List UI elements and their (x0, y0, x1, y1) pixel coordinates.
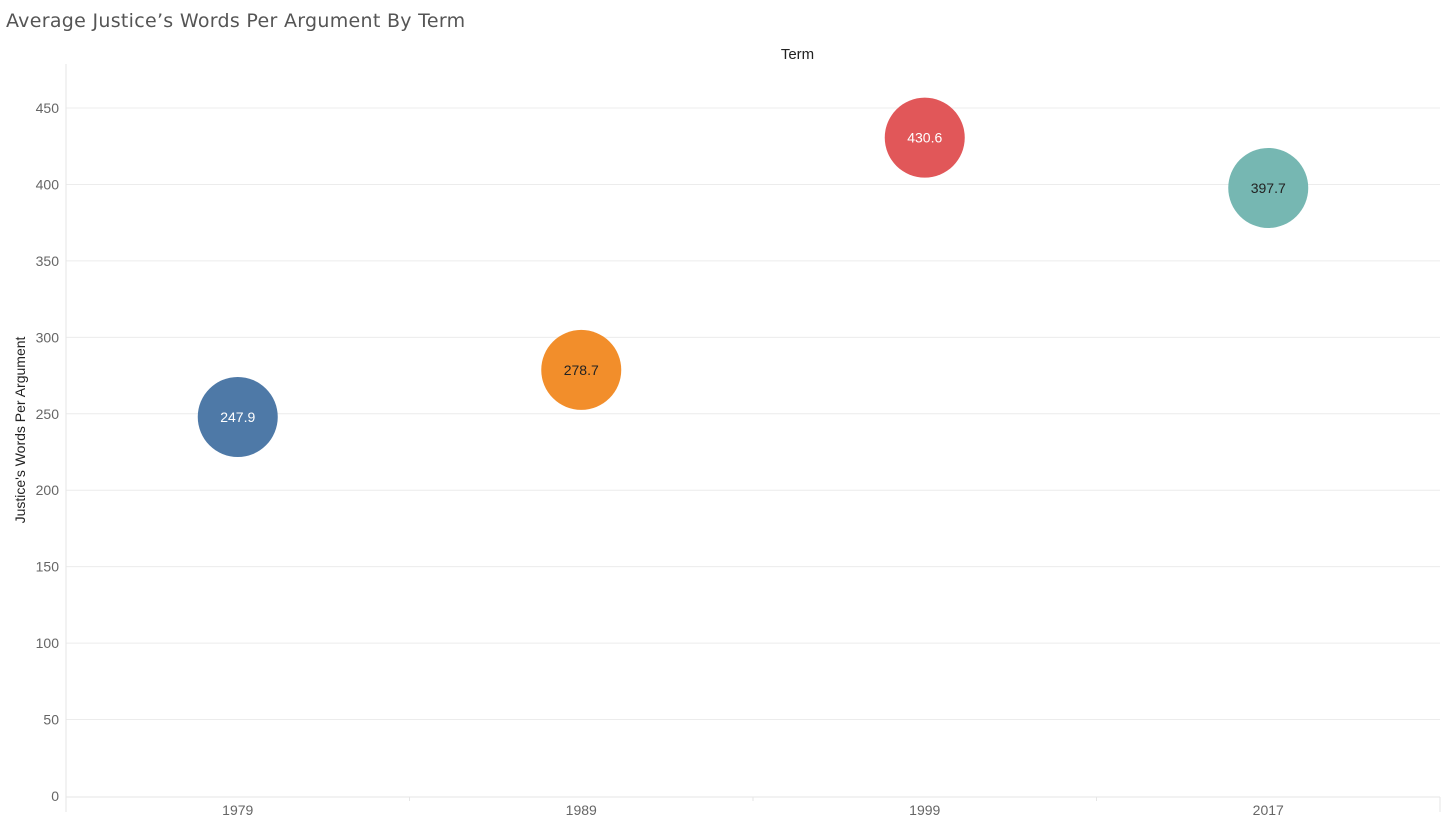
bubble-1999[interactable] (884, 97, 965, 178)
axes (65, 64, 1441, 812)
y-tick-label: 50 (43, 712, 59, 728)
bubble-2017[interactable] (1228, 147, 1309, 228)
bubble-data-label: 278.7 (564, 362, 599, 378)
y-tick-label: 100 (36, 635, 60, 651)
x-tick-label: 1999 (909, 802, 940, 818)
y-tick-label: 150 (36, 559, 60, 575)
chart-title: Average Justice’s Words Per Argument By … (6, 10, 466, 32)
y-tick-labels: 0 50 100 150 200 250 300 350 400 450 (36, 100, 60, 804)
y-tick-label: 450 (36, 100, 60, 116)
x-tick-label: 1979 (222, 802, 253, 818)
y-tick-label: 250 (36, 406, 60, 422)
bubble-1989[interactable] (541, 329, 622, 410)
y-tick-label: 300 (36, 329, 60, 345)
bubble-1979[interactable] (197, 376, 278, 457)
bubble-data-label: 247.9 (220, 409, 255, 425)
x-axis-header: Term (780, 46, 815, 63)
y-tick-label: 400 (36, 176, 60, 192)
bubbles: 247.9 278.7 430.6 397.7 (197, 97, 1309, 457)
bubble-data-label: 397.7 (1251, 180, 1286, 196)
x-tick-label: 1989 (566, 802, 597, 818)
x-tick-label: 2017 (1253, 802, 1284, 818)
y-tick-label: 350 (36, 253, 60, 269)
y-tick-label: 200 (36, 482, 60, 498)
gridlines (66, 107, 1440, 721)
y-tick-label: 0 (51, 788, 59, 804)
x-tick-labels: 1979 1989 1999 2017 (222, 802, 1284, 818)
bubble-data-label: 430.6 (907, 130, 942, 146)
